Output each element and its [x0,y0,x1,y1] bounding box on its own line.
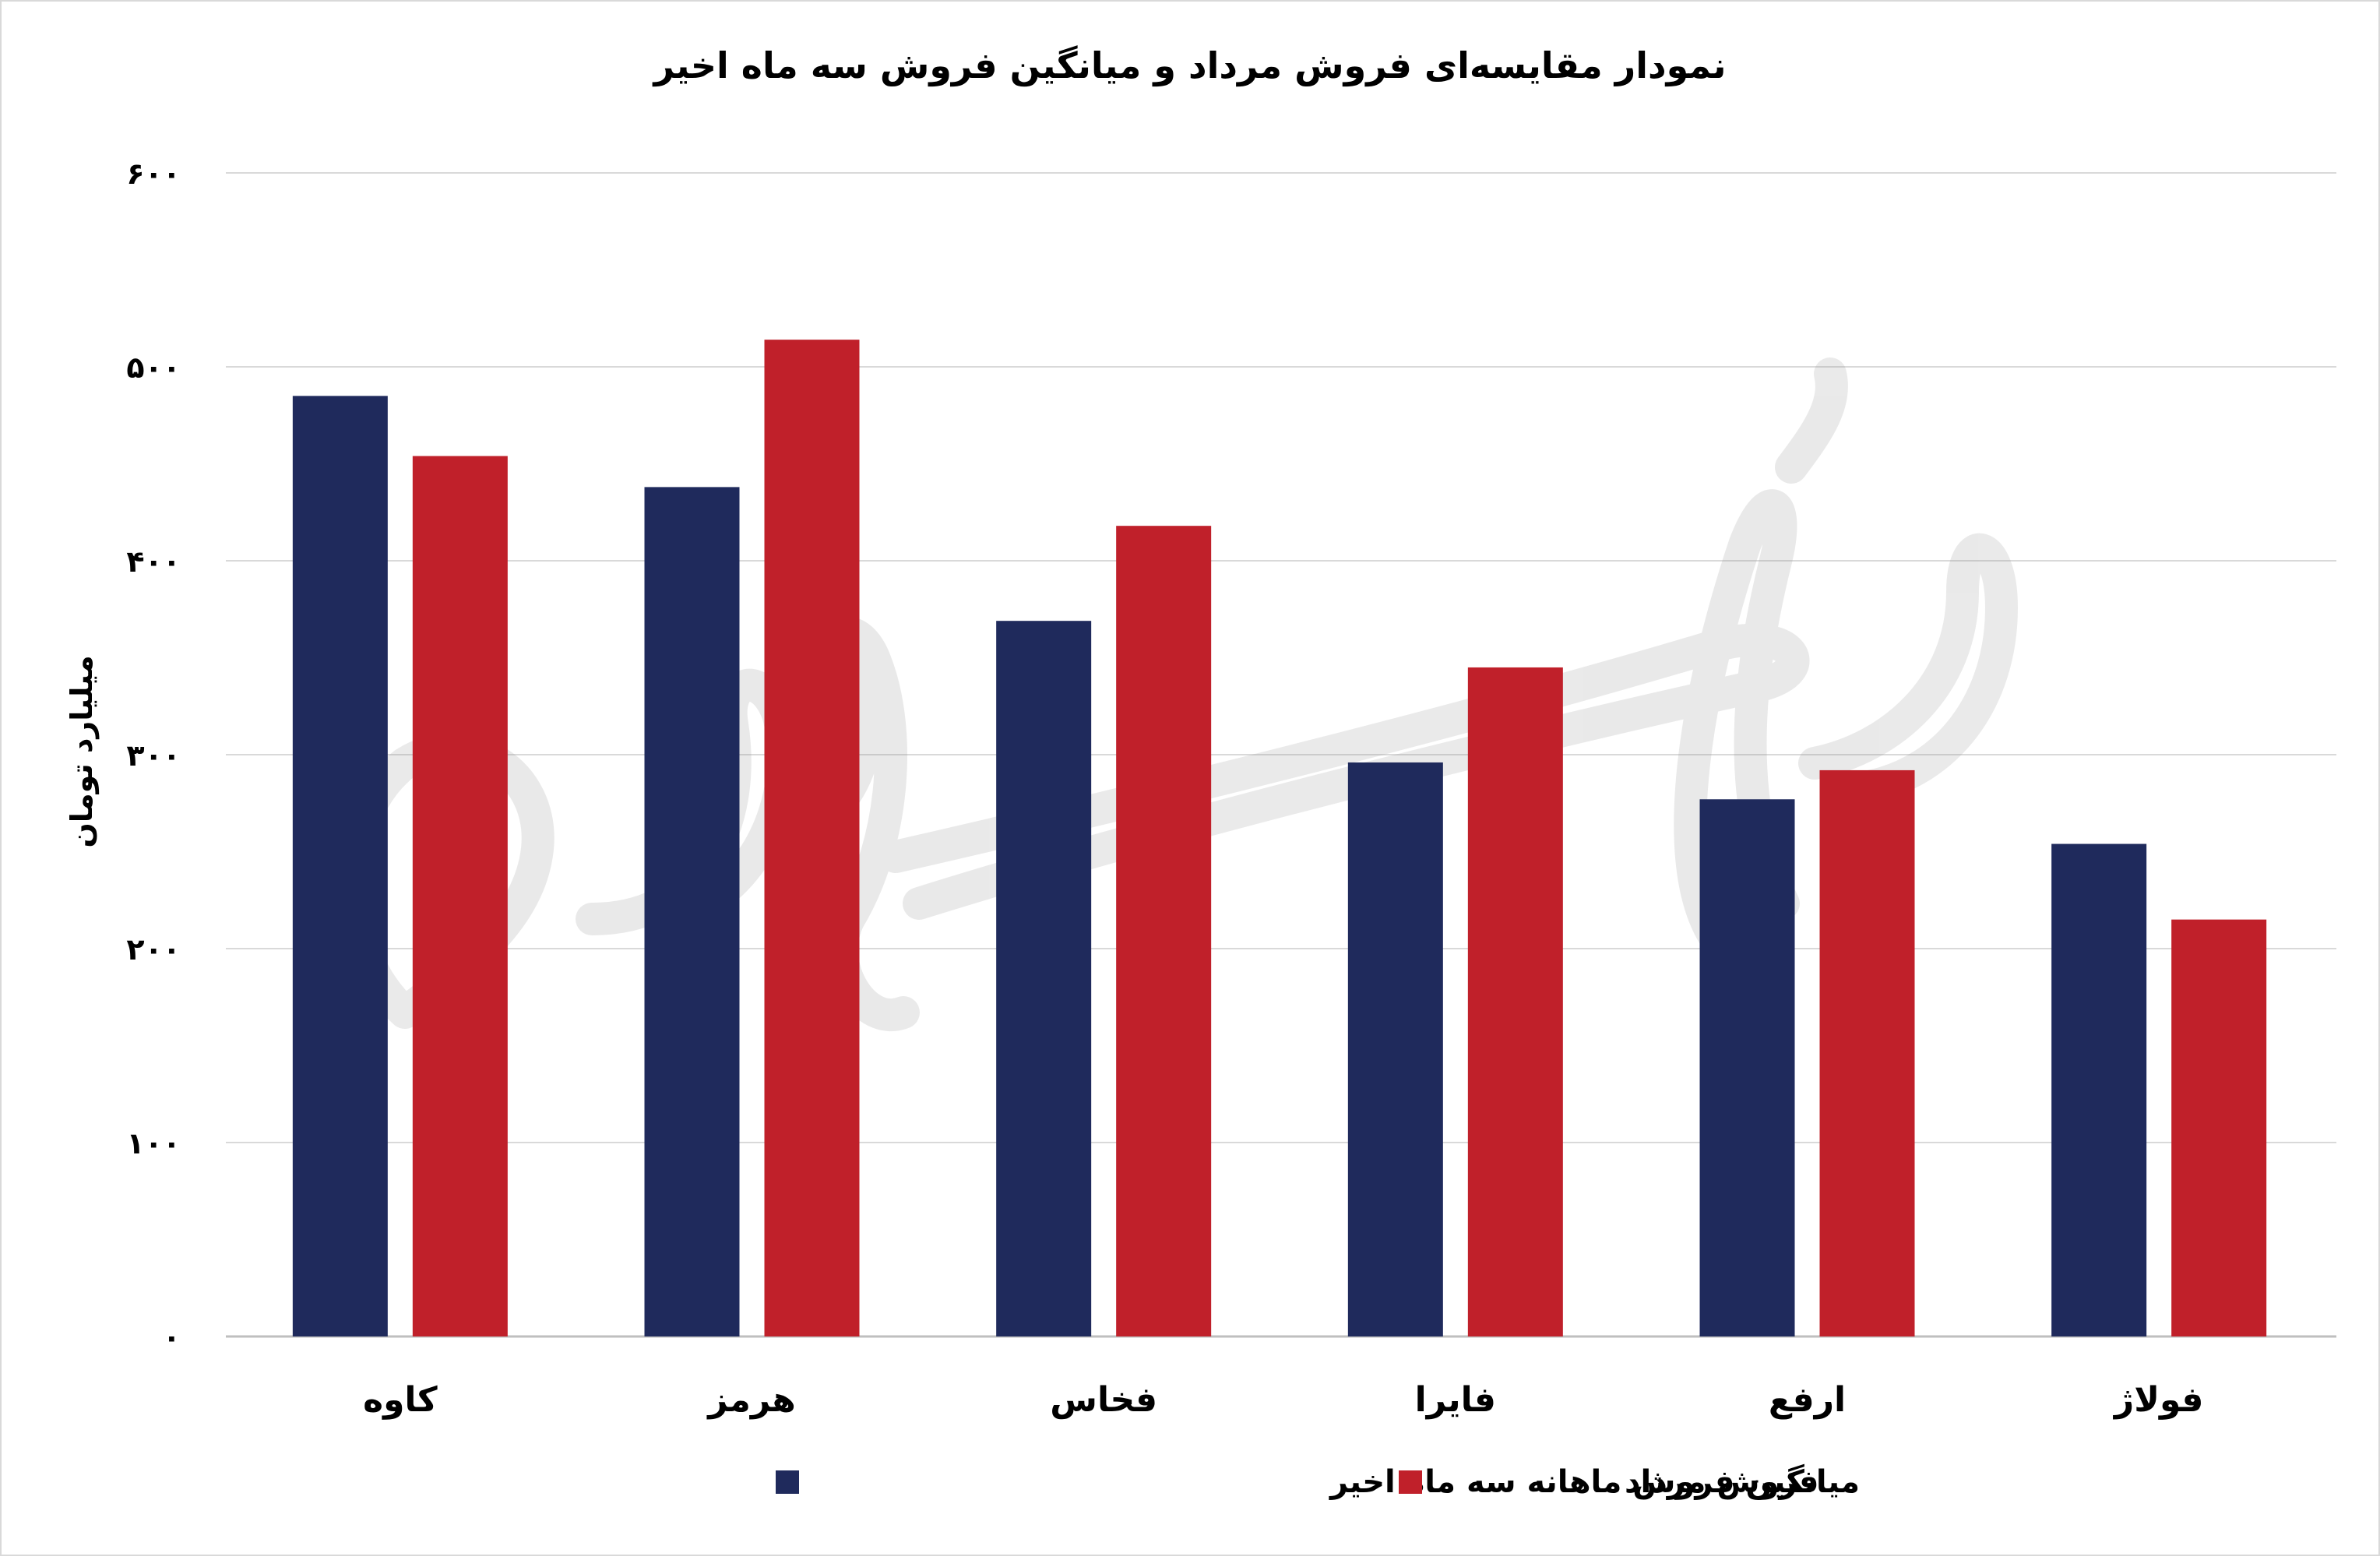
y-axis-label: میلیارد تومان [65,655,99,847]
bar-avg [1347,762,1443,1336]
bar-avg [1699,799,1795,1336]
legend-swatch [1399,1470,1422,1494]
y-tick-label: ۳۰۰ [126,738,181,773]
y-tick-label: ۲۰۰ [126,932,181,967]
chart-title: نمودار مقایسه‌ای فروش مرداد و میانگین فر… [652,44,1726,86]
y-tick-label: ۴۰۰ [126,544,181,579]
gridlines [226,172,2336,1338]
x-category-label: فایرا [1415,1380,1496,1420]
x-category-label: کاوه [363,1380,438,1420]
bars [292,340,2267,1337]
bar-mordad [764,340,860,1336]
bar-mordad [1819,769,1915,1336]
watermark-stroke [1775,357,1848,484]
legend-swatch [776,1470,799,1494]
y-tick-label: ۵۰۰ [126,350,181,385]
bar-avg [996,621,1092,1336]
bar-avg [292,396,388,1337]
bar-mordad [2171,919,2267,1336]
watermark-stroke [879,623,1810,920]
x-category-label: فخاس [1050,1380,1157,1420]
y-tick-label: ۶۰۰ [126,157,181,191]
x-axis-categories: کاوه هرمز فخاس فایرا ارفع فولاژ [363,1380,2203,1420]
x-category-label: فولاژ [2113,1380,2204,1420]
watermark-stroke [1674,489,1800,951]
y-tick-label: ۰ [163,1320,181,1354]
bar-mordad [1467,667,1563,1336]
x-category-label: ارفع [1769,1380,1846,1420]
bar-mordad [412,456,508,1336]
bar-mordad [1116,526,1212,1337]
watermark-stroke [1798,533,2019,803]
bar-avg [644,487,740,1336]
x-category-label: هرمز [706,1380,796,1420]
y-tick-label: ۱۰۰ [126,1126,181,1160]
legend-label: فروش مرداد [1625,1464,1818,1500]
y-axis-ticks: ۰ ۱۰۰ ۲۰۰ ۳۰۰ ۴۰۰ ۵۰۰ ۶۰۰ [126,157,181,1354]
bar-avg [2051,843,2147,1336]
